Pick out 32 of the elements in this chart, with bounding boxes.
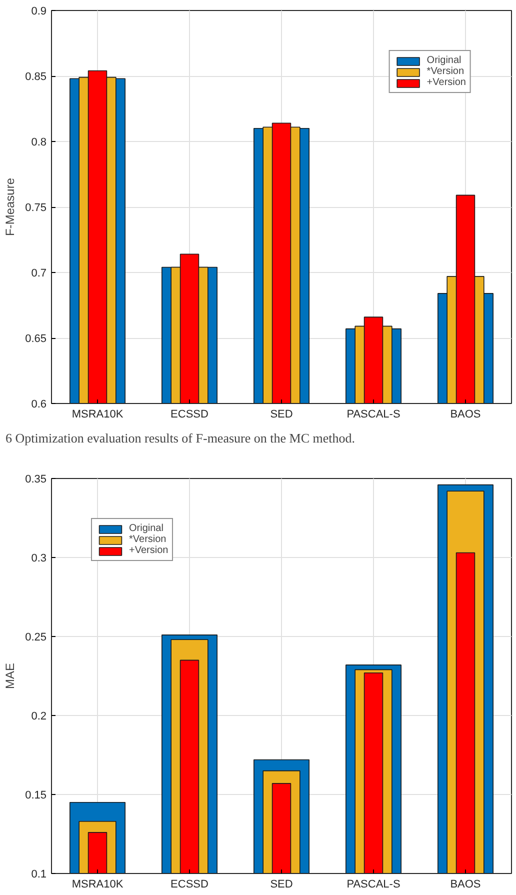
text: 6 Optimization evaluation results of F-measure on the MC method. bbox=[6, 430, 355, 446]
x-tick-label: PASCAL-S bbox=[346, 408, 400, 420]
legend-label: Original bbox=[129, 523, 164, 534]
y-tick-label: 0.8 bbox=[31, 136, 47, 148]
legend-label: *Version bbox=[426, 66, 464, 77]
legend-label: +Version bbox=[426, 77, 466, 88]
x-tick-label: SED bbox=[270, 408, 293, 420]
x-tick-label: MSRA10K bbox=[72, 878, 124, 890]
y-tick-label: 0.65 bbox=[25, 333, 47, 345]
legend-label: Original bbox=[426, 55, 462, 66]
x-tick-label: MSRA10K bbox=[72, 408, 124, 420]
y-axis-title: MAE bbox=[3, 662, 18, 689]
y-tick-label: 0.6 bbox=[31, 398, 47, 410]
y-tick-label: 0.75 bbox=[25, 202, 47, 214]
y-tick-label: 0.25 bbox=[25, 632, 47, 644]
legend-label: +Version bbox=[129, 545, 168, 556]
x-tick-label: BAOS bbox=[450, 878, 481, 890]
y-tick-label: 0.85 bbox=[25, 71, 47, 83]
y-tick-label: 0.3 bbox=[31, 552, 47, 564]
x-tick-label: SED bbox=[270, 878, 293, 890]
y-tick-label: 0.35 bbox=[25, 474, 47, 486]
y-tick-label: 0.9 bbox=[31, 6, 47, 18]
legend-label: *Version bbox=[129, 534, 166, 545]
y-tick-label: 0.7 bbox=[31, 268, 47, 280]
y-tick-label: 0.1 bbox=[31, 868, 47, 880]
x-tick-label: BAOS bbox=[450, 408, 481, 420]
y-tick-label: 0.2 bbox=[31, 710, 47, 722]
y-axis-title: F-Measure bbox=[3, 178, 18, 236]
x-tick-label: PASCAL-S bbox=[346, 878, 400, 890]
x-tick-label: ECSSD bbox=[170, 878, 209, 890]
x-tick-label: ECSSD bbox=[170, 408, 209, 420]
y-tick-label: 0.15 bbox=[25, 790, 47, 802]
